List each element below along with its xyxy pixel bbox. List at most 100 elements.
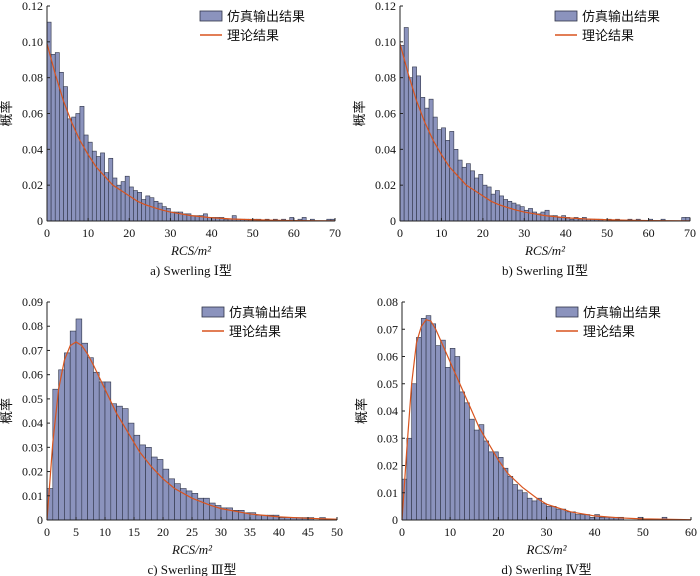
histogram-bar — [457, 159, 463, 222]
histogram-bar — [120, 181, 126, 222]
y-axis-label: 概率 — [354, 398, 369, 424]
x-axis-label: RCS/m² — [170, 243, 212, 258]
histogram-bar — [519, 206, 525, 222]
x-tick-label: 60 — [685, 525, 697, 539]
x-tick-label: 0 — [44, 525, 50, 539]
histogram-bar — [478, 174, 484, 222]
histogram-bar — [145, 195, 151, 222]
theory-curve — [46, 341, 338, 521]
x-tick-label: 30 — [215, 525, 227, 539]
x-tick-label: 60 — [288, 226, 300, 240]
theory-curve — [46, 43, 336, 222]
y-tick-label: 0.05 — [377, 377, 398, 391]
histogram-bar — [161, 206, 167, 222]
histogram-bar — [162, 468, 170, 521]
y-tick-label: 0 — [37, 513, 43, 527]
x-tick-label: 20 — [157, 525, 169, 539]
histogram-bar — [58, 369, 65, 521]
y-tick-label: 0.08 — [377, 295, 398, 309]
y-tick-label: 0.10 — [375, 35, 396, 49]
histogram-bar — [470, 170, 475, 222]
chart-caption: a) Swerling Ⅰ型 — [150, 263, 232, 278]
histogram-bar — [79, 106, 85, 222]
y-tick-label: 0.06 — [375, 107, 396, 121]
x-tick-label: 40 — [560, 226, 572, 240]
histogram-bar — [67, 118, 72, 222]
x-tick-label: 0 — [399, 525, 405, 539]
histogram-bar — [432, 116, 438, 222]
y-tick-label: 0 — [37, 214, 43, 228]
histogram-bar — [565, 511, 571, 521]
histogram-bar — [255, 514, 262, 521]
histogram-bar — [149, 197, 155, 222]
x-tick-label: 30 — [164, 226, 176, 240]
histogram-bar — [112, 177, 118, 222]
x-axis-label: RCS/m² — [171, 542, 213, 557]
legend-swatch-histogram — [199, 10, 223, 22]
histogram-bar — [153, 200, 159, 222]
histogram-bar — [399, 45, 405, 222]
legend-swatch-histogram — [554, 10, 578, 22]
histogram-bar — [124, 175, 130, 222]
y-tick-label: 0.10 — [22, 35, 43, 49]
histogram-bar — [490, 193, 496, 222]
x-tick-label: 5 — [73, 525, 79, 539]
histogram-bar — [128, 186, 134, 222]
x-tick-label: 10 — [435, 226, 447, 240]
legend-swatch-histogram — [201, 306, 225, 318]
histogram-bar — [465, 163, 471, 222]
x-tick-label: 50 — [331, 525, 343, 539]
histogram-bar — [555, 508, 562, 521]
histogram-bar — [560, 508, 567, 521]
x-tick-label: 60 — [643, 226, 655, 240]
y-tick-label: 0.05 — [22, 392, 43, 406]
histogram-bar — [407, 77, 413, 222]
histogram-bar — [528, 208, 533, 222]
histogram-bar — [420, 318, 427, 521]
histogram-bar — [428, 98, 434, 222]
histogram-bar — [445, 367, 451, 521]
histogram-bar — [108, 157, 114, 222]
histogram-bar — [403, 27, 409, 222]
legend-label: 理论结果 — [582, 28, 634, 43]
chart-caption: d) Swerling Ⅳ型 — [501, 562, 591, 576]
legend-swatch-histogram — [555, 306, 579, 318]
histogram-bar — [98, 381, 106, 521]
legend-label: 仿真输出结果 — [229, 305, 307, 320]
histogram-bar — [170, 211, 175, 222]
histogram-bar — [430, 323, 437, 521]
x-tick-label: 10 — [99, 525, 111, 539]
y-tick-label: 0.01 — [377, 486, 398, 500]
histogram-bar — [511, 202, 517, 222]
histogram-bar — [512, 484, 518, 521]
theory-curve — [401, 319, 692, 521]
histogram-bar — [75, 113, 81, 222]
histogram-bar — [436, 129, 442, 222]
x-tick-label: 70 — [684, 226, 696, 240]
y-axis-label: 概率 — [352, 100, 367, 126]
y-tick-label: 0.04 — [22, 142, 43, 156]
y-tick-label: 0 — [392, 513, 398, 527]
histogram-bar — [411, 383, 417, 521]
histogram-bar — [507, 476, 514, 521]
histogram-bar — [540, 211, 546, 222]
histogram-bar — [151, 456, 158, 521]
histogram-bar — [449, 348, 456, 521]
legend-label: 仿真输出结果 — [583, 305, 661, 320]
x-axis-label: RCS/m² — [524, 243, 566, 258]
histogram-bar — [440, 339, 446, 521]
chart-panel-1: 0 10 20 30 40 50 60 70 0 0.02 0.04 0.06 0.08 0.10 0.12… — [0, 0, 341, 278]
histogram-bar — [231, 215, 237, 222]
histogram-bar — [203, 497, 210, 521]
x-tick-label: 40 — [273, 525, 285, 539]
histogram-bar — [156, 459, 164, 521]
histogram-bar — [52, 388, 59, 521]
histogram-bar — [191, 493, 199, 521]
histogram-bar — [157, 202, 163, 222]
histogram-bar — [494, 190, 500, 222]
histogram-bar — [104, 381, 112, 521]
histogram-bar — [110, 403, 117, 521]
y-tick-label: 0.12 — [375, 0, 396, 13]
y-tick-label: 0.03 — [22, 440, 43, 454]
